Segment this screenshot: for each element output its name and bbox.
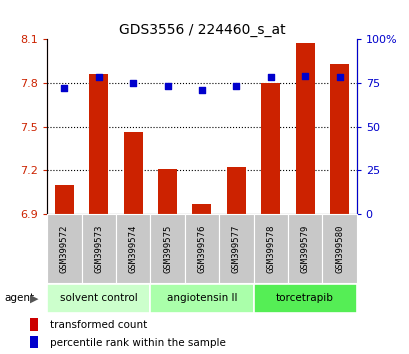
Text: GSM399578: GSM399578 bbox=[265, 224, 274, 273]
Bar bbox=[150, 284, 253, 313]
Bar bbox=[218, 214, 253, 283]
Text: GSM399579: GSM399579 bbox=[300, 224, 309, 273]
Bar bbox=[47, 284, 150, 313]
Bar bbox=[150, 214, 184, 283]
Bar bbox=[81, 214, 116, 283]
Text: torcetrapib: torcetrapib bbox=[276, 293, 333, 303]
Bar bbox=[47, 214, 81, 283]
Point bbox=[130, 80, 136, 86]
Point bbox=[95, 75, 102, 80]
Title: GDS3556 / 224460_s_at: GDS3556 / 224460_s_at bbox=[118, 23, 285, 36]
Text: GSM399576: GSM399576 bbox=[197, 224, 206, 273]
Bar bbox=[287, 214, 321, 283]
Text: GSM399573: GSM399573 bbox=[94, 224, 103, 273]
Point bbox=[232, 84, 239, 89]
Bar bbox=[124, 132, 142, 214]
Text: GSM399577: GSM399577 bbox=[231, 224, 240, 273]
Text: GSM399575: GSM399575 bbox=[163, 224, 172, 273]
Point bbox=[301, 73, 308, 79]
Text: ▶: ▶ bbox=[29, 293, 38, 303]
Text: GSM399574: GSM399574 bbox=[128, 224, 137, 273]
Bar bbox=[321, 214, 356, 283]
Bar bbox=[261, 83, 279, 214]
Text: percentile rank within the sample: percentile rank within the sample bbox=[49, 338, 225, 348]
Bar bbox=[295, 43, 314, 214]
Text: GSM399572: GSM399572 bbox=[60, 224, 69, 273]
Bar bbox=[116, 214, 150, 283]
Point bbox=[335, 75, 342, 80]
Bar bbox=[226, 167, 245, 214]
Bar bbox=[89, 74, 108, 214]
Point bbox=[198, 87, 204, 93]
Bar bbox=[329, 64, 348, 214]
Bar bbox=[55, 185, 74, 214]
Bar bbox=[184, 214, 218, 283]
Bar bbox=[253, 214, 287, 283]
Text: solvent control: solvent control bbox=[60, 293, 137, 303]
Text: transformed count: transformed count bbox=[49, 320, 147, 330]
Bar bbox=[30, 318, 38, 331]
Bar bbox=[192, 204, 211, 214]
Text: GSM399580: GSM399580 bbox=[334, 224, 343, 273]
Text: angiotensin II: angiotensin II bbox=[166, 293, 236, 303]
Point bbox=[61, 85, 67, 91]
Point bbox=[267, 75, 273, 80]
Bar bbox=[158, 169, 177, 214]
Bar bbox=[30, 336, 38, 348]
Text: agent: agent bbox=[4, 293, 34, 303]
Point bbox=[164, 84, 171, 89]
Bar bbox=[253, 284, 356, 313]
